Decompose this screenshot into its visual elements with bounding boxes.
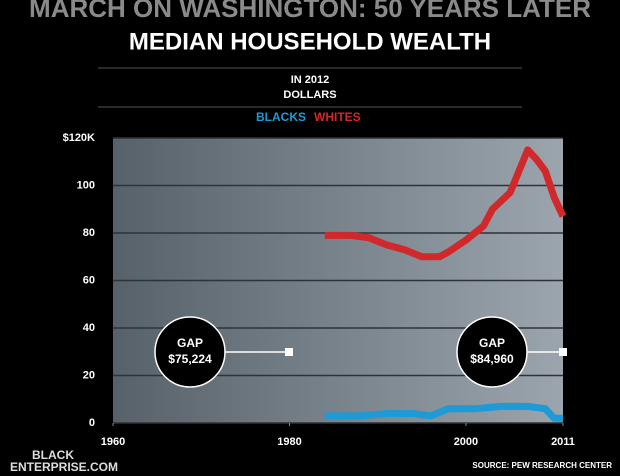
y-tick-label: 0 xyxy=(89,417,95,429)
x-tick-label: 1960 xyxy=(101,436,125,448)
y-tick-label: 80 xyxy=(83,227,95,239)
annotation-marker xyxy=(559,348,567,356)
subtitle: IN 2012 xyxy=(291,74,330,86)
series-line xyxy=(324,146,567,261)
subtitle: DOLLARS xyxy=(283,89,336,101)
x-tick-label: 1980 xyxy=(277,436,301,448)
chart-title: MEDIAN HOUSEHOLD WEALTH xyxy=(129,28,491,55)
annotation-circle xyxy=(154,316,226,388)
logo: ENTERPRISE.COM xyxy=(10,460,118,474)
legend-entry: BLACKS xyxy=(256,110,306,124)
legend-entry: WHITES xyxy=(314,110,361,124)
y-tick-label: $120K xyxy=(63,132,95,144)
source: SOURCE: PEW RESEARCH CENTER xyxy=(472,461,612,470)
annotation-text: $75,224 xyxy=(168,352,212,366)
annotation-text: $84,960 xyxy=(470,352,514,366)
annotation-marker xyxy=(285,348,293,356)
y-tick-label: 20 xyxy=(83,369,95,381)
logo: BLACK xyxy=(32,448,74,462)
y-tick-label: 40 xyxy=(83,322,95,334)
y-tick-label: 100 xyxy=(77,179,95,191)
x-tick-label: 2000 xyxy=(454,436,478,448)
annotation-text: GAP xyxy=(479,336,505,350)
annotation-circle xyxy=(456,316,528,388)
x-tick-label: 2011 xyxy=(551,436,575,448)
y-tick-label: 60 xyxy=(83,274,95,286)
supertitle: MARCH ON WASHINGTON: 50 YEARS LATER xyxy=(29,0,591,23)
annotation-text: GAP xyxy=(177,336,203,350)
series-line xyxy=(324,402,563,422)
